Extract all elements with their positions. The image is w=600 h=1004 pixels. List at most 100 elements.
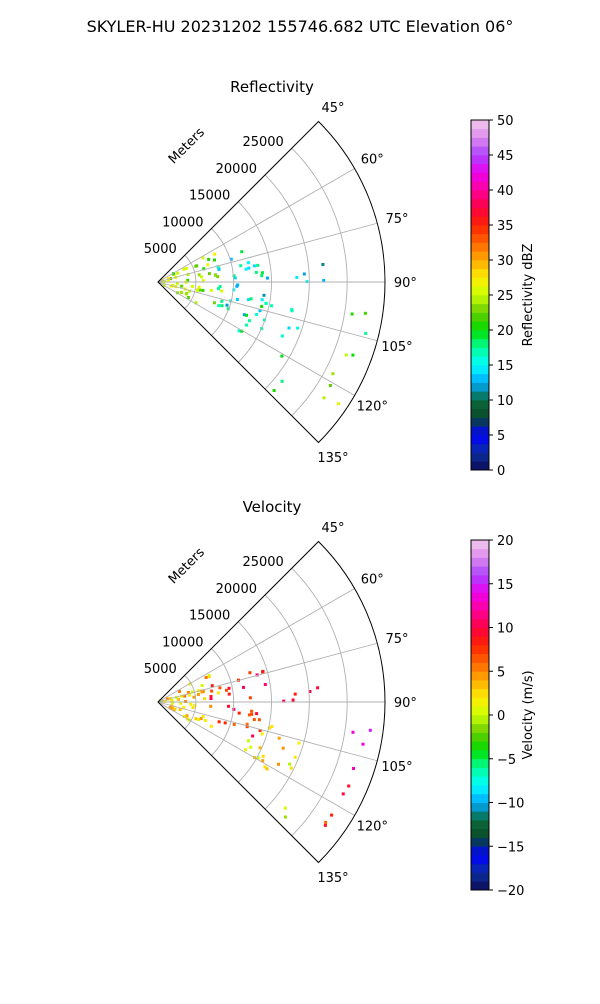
colorbar-segment <box>471 242 489 252</box>
radar-gate <box>260 298 264 302</box>
colorbar-segment <box>471 190 489 200</box>
colorbar-tick-label: −10 <box>497 797 524 812</box>
radar-gate <box>218 285 222 289</box>
colorbar-tick-label: 30 <box>497 254 514 269</box>
colorbar-segment <box>471 548 489 558</box>
radar-gate <box>247 319 251 323</box>
colorbar-segment <box>471 295 489 305</box>
radar-gate <box>183 694 187 698</box>
radar-gate <box>175 281 179 285</box>
radar-gate <box>242 313 246 317</box>
colorbar-tick-label: 20 <box>497 324 514 339</box>
radar-gate <box>237 329 241 333</box>
radar-gate <box>251 734 255 738</box>
azimuth-gridline <box>157 642 378 703</box>
colorbar-tick-label: 5 <box>497 665 505 680</box>
radar-gate <box>190 690 194 694</box>
colorbar-segment <box>471 391 489 401</box>
azimuth-tick-label: 120° <box>357 820 388 835</box>
colorbar-segment <box>471 225 489 235</box>
radar-gate <box>216 265 220 269</box>
radar-gate <box>247 298 250 302</box>
radar-gate <box>197 273 201 277</box>
radar-gate <box>182 705 186 709</box>
radar-gate <box>232 274 236 278</box>
radar-gate <box>302 272 306 276</box>
radar-gate <box>256 263 260 267</box>
radar-gate <box>266 276 269 280</box>
radar-gate <box>247 266 251 270</box>
colorbar-tick-label: 10 <box>497 622 514 637</box>
radar-gate <box>252 264 256 268</box>
radar-gate <box>283 806 287 810</box>
radar-gate <box>232 288 236 292</box>
radar-gate <box>245 323 248 327</box>
radar-gate <box>200 690 204 694</box>
radar-gate <box>322 279 326 282</box>
colorbar-tick-label: −15 <box>497 840 524 855</box>
colorbar-segment <box>471 172 489 182</box>
sector-frame <box>157 120 386 444</box>
radar-gate <box>296 326 300 330</box>
radar-gate <box>195 288 199 292</box>
radar-gate <box>248 671 252 675</box>
radar-gate <box>260 732 264 736</box>
radar-gate <box>277 736 281 740</box>
radar-gate <box>169 284 173 288</box>
radar-gate <box>291 698 295 702</box>
radar-gate <box>178 689 181 693</box>
radar-gate <box>179 291 183 294</box>
colorbar-segment <box>471 408 489 418</box>
radar-gate <box>188 693 192 697</box>
radar-gate <box>268 726 272 730</box>
colorbar-segment <box>471 636 489 646</box>
azimuth-tick-label: 90° <box>394 696 417 711</box>
colorbar-segment <box>471 872 489 882</box>
range-tick-label: 15000 <box>189 609 230 624</box>
radar-gate <box>282 699 286 703</box>
colorbar-segment <box>471 312 489 322</box>
radar-gate <box>168 706 172 710</box>
colorbar-tick-label: 35 <box>497 219 514 234</box>
colorbar-tick-label: 40 <box>497 184 514 199</box>
radar-gate <box>328 384 332 387</box>
radar-gate <box>337 402 340 406</box>
colorbar-segment <box>471 286 489 296</box>
radar-gate <box>245 722 249 726</box>
range-tick-label: 10000 <box>162 216 203 231</box>
azimuth-gridline <box>157 588 355 703</box>
radar-gate <box>216 275 220 279</box>
radar-gate <box>331 372 335 376</box>
radar-gate <box>225 688 228 692</box>
colorbar-tick-label: 0 <box>497 464 505 479</box>
range-axis-label: Meters <box>166 545 208 587</box>
colorbar-tick-label: 25 <box>497 289 514 304</box>
radar-gate <box>351 353 355 357</box>
radar-gate <box>223 721 227 725</box>
panel-title: Reflectivity <box>230 78 314 96</box>
radar-gate <box>186 278 190 282</box>
radar-gate <box>270 304 273 308</box>
radar-gate <box>350 312 354 316</box>
radar-gate <box>199 717 203 721</box>
radar-gate <box>255 673 259 677</box>
radar-gate <box>185 291 189 295</box>
panel-title: Velocity <box>243 498 302 516</box>
radar-gate <box>186 691 190 694</box>
radar-gate <box>210 684 214 688</box>
colorbar-segment <box>471 653 489 663</box>
radar-gate <box>191 706 195 709</box>
colorbar-segment <box>471 671 489 681</box>
radar-gate <box>209 695 213 698</box>
azimuth-gridline <box>157 701 355 816</box>
colorbar-segment <box>471 837 489 847</box>
radar-gate <box>260 304 264 308</box>
radar-gate <box>256 756 260 760</box>
radar-gate <box>201 715 205 718</box>
radar-gate <box>194 717 198 721</box>
azimuth-gridline <box>157 281 378 342</box>
colorbar-segment <box>471 863 489 873</box>
radar-gate <box>352 767 355 770</box>
radar-gate <box>281 746 285 750</box>
